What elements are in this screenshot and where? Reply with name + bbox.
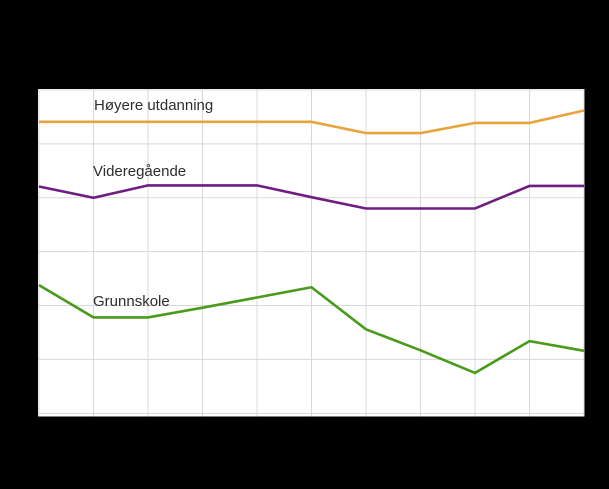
series-label-videregaende: Videregående [93, 163, 187, 180]
series-line-h-yere-utdanning [39, 109, 585, 135]
series-label-grunnskole: Grunnskole [93, 293, 170, 310]
series-line-videreg-ende [38, 184, 584, 210]
series-label-hoyere-utdanning: Høyere utdanning [94, 97, 214, 114]
series-line-grunnskole [38, 283, 585, 375]
